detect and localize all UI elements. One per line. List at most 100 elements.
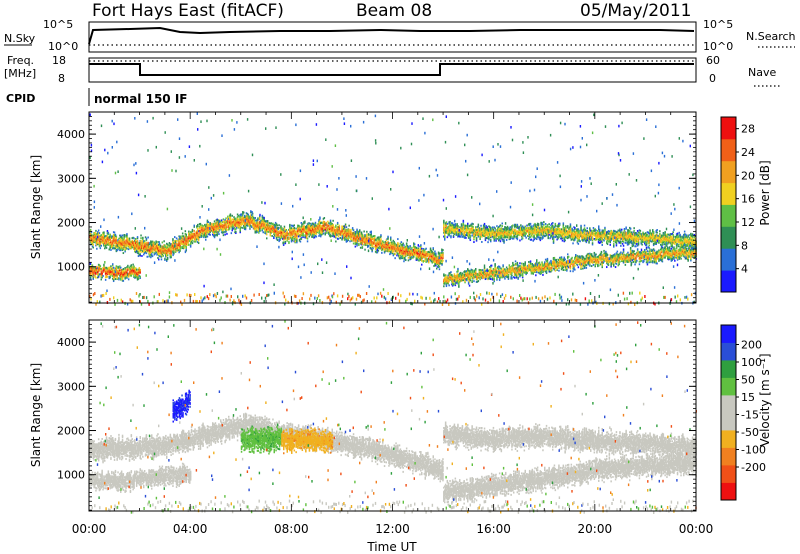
heatmap-cell — [373, 246, 374, 248]
heatmap-cell — [362, 234, 363, 236]
heatmap-cell — [368, 233, 369, 235]
heatmap-cell — [161, 258, 162, 260]
heatmap-cell — [408, 257, 409, 259]
heatmap-cell — [202, 225, 203, 227]
heatmap-cell — [209, 222, 210, 224]
heatmap-cell — [172, 238, 173, 240]
heatmap-cell — [135, 238, 136, 240]
heatmap-cell — [154, 242, 155, 244]
heatmap-cell — [155, 241, 156, 243]
heatmap-cell — [278, 227, 279, 229]
heatmap-cell — [494, 227, 495, 229]
heatmap-cell — [113, 245, 114, 247]
heatmap-cell — [257, 217, 258, 219]
heatmap-cell — [307, 238, 308, 240]
heatmap-cell — [490, 239, 491, 241]
heatmap-cell — [194, 225, 195, 227]
heatmap-cell — [543, 224, 544, 226]
heatmap-cell — [280, 225, 281, 227]
heatmap-cell — [531, 239, 532, 241]
heatmap-cell — [439, 252, 440, 254]
power-plot-frame — [89, 112, 696, 303]
heatmap-cell — [337, 222, 338, 224]
heatmap-cell — [535, 224, 536, 226]
heatmap-cell — [403, 260, 404, 262]
heatmap-cell — [592, 242, 593, 244]
heatmap-cell — [194, 233, 195, 235]
heatmap-cell — [564, 239, 565, 241]
heatmap-cell — [137, 240, 138, 242]
heatmap-cell — [141, 255, 142, 257]
heatmap-cell — [140, 235, 141, 237]
heatmap-cell — [209, 234, 210, 236]
heatmap-cell — [470, 235, 471, 237]
heatmap-cell — [360, 247, 361, 249]
heatmap-cell — [227, 216, 228, 218]
heatmap-cell — [492, 226, 493, 228]
heatmap-cell — [460, 236, 461, 238]
heatmap-cell — [352, 227, 353, 229]
heatmap-cell — [116, 236, 117, 238]
heatmap-cell — [484, 223, 485, 225]
heatmap-cell — [186, 234, 187, 236]
heatmap-cell — [570, 223, 571, 225]
heatmap-cell — [522, 237, 523, 239]
heatmap-cell — [152, 255, 153, 257]
heatmap-cell — [301, 237, 302, 239]
heatmap-cell — [180, 246, 181, 248]
heatmap-cell — [562, 240, 563, 242]
heatmap-cell — [430, 248, 431, 250]
heatmap-cell — [200, 223, 201, 225]
heatmap-cell — [294, 239, 295, 241]
heatmap-cell — [217, 219, 218, 221]
heatmap-cell — [226, 233, 227, 235]
heatmap-cell — [442, 260, 443, 262]
heatmap-cell — [356, 229, 357, 231]
heatmap-cell — [463, 220, 464, 222]
heatmap-cell — [345, 224, 346, 226]
heatmap-cell — [140, 237, 141, 239]
heatmap-cell — [417, 247, 418, 249]
heatmap-cell — [309, 223, 310, 225]
heatmap-cell — [374, 235, 375, 237]
heatmap-cell — [402, 243, 403, 245]
heatmap-cell — [433, 247, 434, 249]
heatmap-cell — [589, 227, 590, 229]
heatmap-cell — [481, 228, 482, 230]
heatmap-cell — [443, 220, 444, 222]
heatmap-cell — [289, 224, 290, 226]
heatmap-cell — [123, 268, 124, 270]
heatmap-cell — [332, 220, 333, 222]
nsky-line — [89, 28, 694, 44]
heatmap-cell — [362, 246, 363, 248]
heatmap-cell — [92, 264, 93, 266]
nsky-tick-top: 10^5 — [43, 18, 73, 31]
heatmap-cell — [184, 247, 185, 249]
heatmap-cell — [359, 229, 360, 231]
heatmap-cell — [185, 230, 186, 232]
heatmap-cell — [319, 217, 320, 219]
heatmap-cell — [133, 237, 134, 239]
heatmap-cell — [207, 236, 208, 238]
heatmap-cell — [597, 230, 598, 232]
heatmap-cell — [104, 247, 105, 249]
heatmap-cell — [620, 241, 621, 243]
power-panel: 1000200030004000 Slant Range [km] 481216… — [29, 112, 772, 306]
heatmap-cell — [625, 232, 626, 234]
heatmap-cell — [284, 226, 285, 228]
heatmap-cell — [381, 252, 382, 254]
heatmap-cell — [96, 248, 97, 250]
heatmap-cell — [592, 236, 593, 238]
heatmap-cell — [502, 225, 503, 227]
heatmap-cell — [481, 241, 482, 243]
heatmap-cell — [408, 259, 409, 261]
heatmap-cell — [176, 243, 177, 245]
heatmap-cell — [139, 267, 140, 269]
heatmap-cell — [487, 241, 488, 243]
heatmap-cell — [411, 247, 412, 249]
heatmap-cell — [397, 238, 398, 240]
heatmap-cell — [473, 241, 474, 243]
heatmap-cell — [147, 237, 148, 239]
heatmap-cell — [561, 228, 562, 230]
heatmap-cell — [267, 220, 268, 222]
